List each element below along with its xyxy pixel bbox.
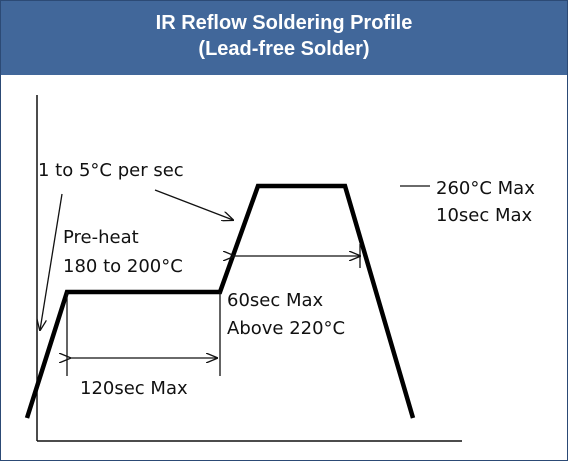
annotation: 60sec Max — [227, 290, 324, 311]
annotation: 1 to 5°C per sec — [38, 160, 184, 181]
header-subtitle: (Lead-free Solder) — [198, 38, 369, 60]
profile-curve — [24, 183, 416, 419]
annotation: 180 to 200°C — [63, 256, 183, 277]
header-bar — [1, 1, 567, 75]
annotation: Pre-heat — [63, 227, 139, 248]
annotation: 260°C Max — [436, 178, 535, 199]
annotation: Above 220°C — [227, 318, 345, 339]
guides — [40, 185, 430, 376]
ramp-arrow — [154, 189, 233, 220]
header-title: IR Reflow Soldering Profile — [156, 12, 413, 34]
ramp-arrow — [40, 193, 63, 330]
annotation: 120sec Max — [80, 378, 188, 399]
annotation: 10sec Max — [436, 205, 533, 226]
